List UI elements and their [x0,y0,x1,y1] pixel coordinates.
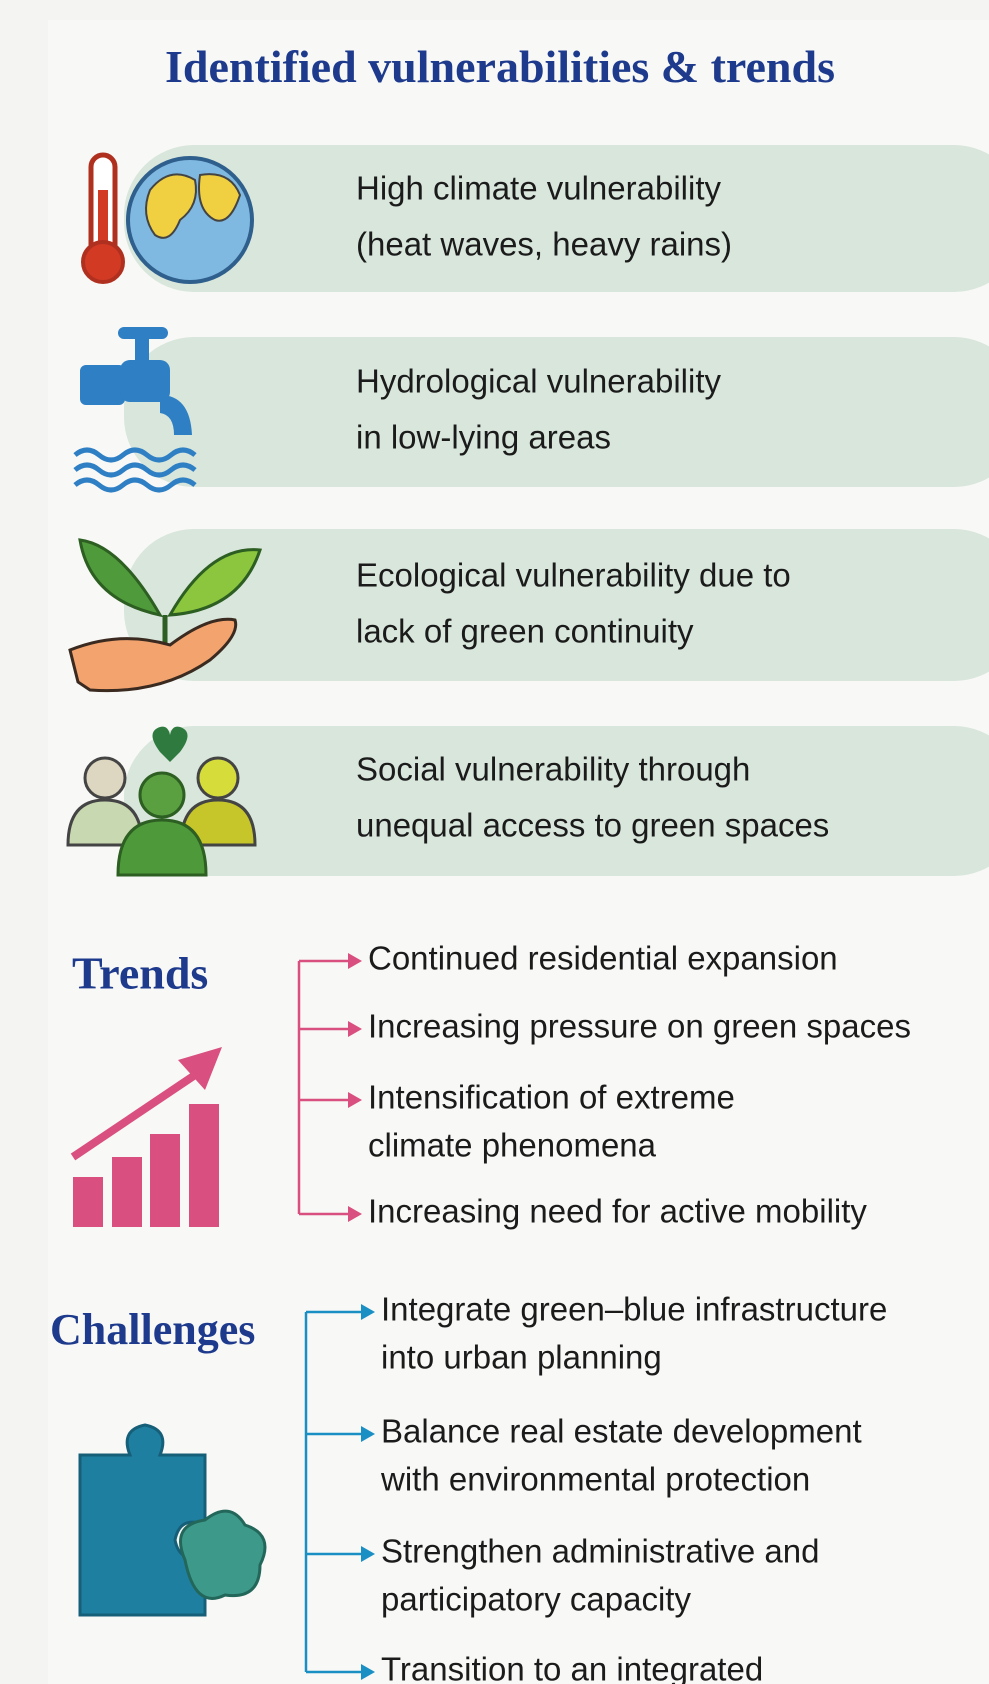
infographic: Identified vulnerabilities & trends [0,0,989,1684]
list-item: Integrate green–blue infrastructure [381,1291,887,1328]
card-text: Social vulnerability through [356,751,750,788]
card-text: High climate vulnerability [356,170,721,207]
list-item: Continued residential expansion [368,940,838,977]
list-item: participatory capacity [381,1581,691,1618]
list-item: Increasing pressure on green spaces [368,1008,911,1045]
card [124,337,989,487]
list-item: Increasing need for active mobility [368,1193,867,1230]
card-text: unequal access to green spaces [356,807,829,844]
title: Identified vulnerabilities & trends [165,41,835,92]
list-item: Strengthen administrative and [381,1533,819,1570]
list-item: climate phenomena [368,1127,657,1164]
list-item: Intensification of extreme [368,1079,735,1116]
list-item: with environmental protection [380,1461,810,1498]
card [124,726,989,876]
list-item: Transition to an integrated [381,1651,763,1684]
card-text: Hydrological vulnerability [356,363,721,400]
section-heading: Challenges [50,1305,255,1354]
card-text: lack of green continuity [356,613,694,650]
climate-icon [83,155,252,282]
card-text: (heat waves, heavy rains) [356,226,732,263]
list-item: Balance real estate development [381,1413,862,1450]
list-item: into urban planning [381,1339,662,1376]
page: Identified vulnerabilities & trends [0,0,989,1684]
card-text: Ecological vulnerability due to [356,557,791,594]
card-text: in low-lying areas [356,419,611,456]
section-heading: Trends [72,948,208,999]
